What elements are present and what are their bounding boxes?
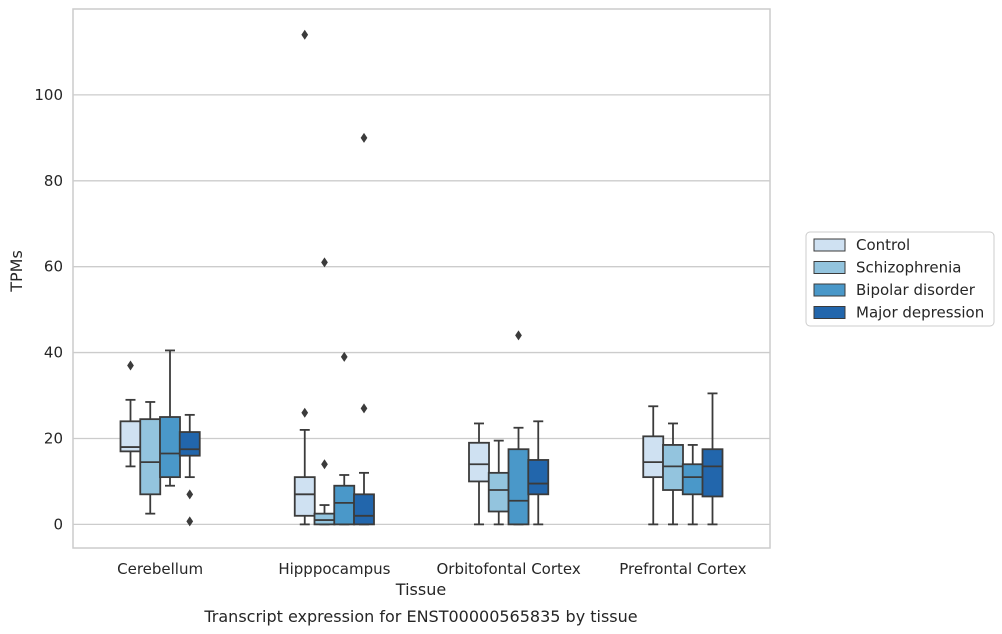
legend-label: Schizophrenia: [856, 259, 961, 277]
series-group: [119, 29, 665, 526]
box-1: [313, 257, 336, 526]
outlier-point: [186, 489, 194, 500]
legend-label: Bipolar disorder: [856, 281, 976, 299]
box-iqr: [487, 471, 510, 513]
legend-swatch: [813, 261, 846, 274]
box-3: [681, 444, 704, 526]
box-0: [119, 360, 142, 468]
box-2: [487, 439, 510, 526]
plot-frame: [72, 8, 771, 549]
box-3: [642, 405, 665, 526]
box-iqr: [507, 448, 530, 526]
legend-label: Major depression: [856, 304, 984, 322]
outlier-point: [360, 403, 368, 414]
x-tick-label: Hipppocampus: [278, 560, 390, 578]
y-tick-label: 40: [44, 344, 63, 362]
box-2: [527, 420, 550, 526]
box-iqr: [313, 512, 336, 526]
box-iqr: [293, 476, 316, 517]
legend-label: Control: [856, 236, 910, 254]
box-groups: [119, 29, 724, 527]
box-iqr: [178, 431, 201, 457]
box-0: [178, 413, 201, 527]
y-tick-label: 80: [44, 172, 63, 190]
box-2: [468, 422, 490, 526]
outlier-point: [127, 360, 134, 371]
x-tick-label: Orbitofontal Cortex: [437, 560, 581, 578]
legend-swatch: [813, 283, 846, 297]
y-tick-labels: 0 20 40 60 80 100: [34, 86, 63, 533]
box-iqr: [662, 444, 684, 491]
box-iqr: [353, 493, 375, 526]
outlier-point: [301, 407, 309, 418]
legend-frame: [805, 231, 995, 327]
outlier-point: [186, 516, 194, 527]
legend-swatch: [813, 238, 846, 252]
x-axis-title: Tissue: [395, 580, 446, 599]
x-tick-label: Prefrontal Cortex: [619, 560, 746, 578]
outlier-point: [340, 351, 348, 362]
box-iqr: [681, 463, 704, 496]
box-iqr: [159, 416, 181, 479]
series-group: [139, 257, 684, 526]
y-axis-title: TPMs: [7, 250, 26, 293]
y-tick-label: 60: [44, 258, 63, 276]
outlier-point: [301, 29, 309, 40]
y-tick-label: 100: [34, 86, 63, 104]
box-iqr: [642, 435, 665, 479]
y-tick-label: 20: [44, 429, 63, 447]
box-iqr: [527, 459, 550, 496]
outlier-point: [515, 330, 522, 341]
y-tick-label: 0: [53, 515, 63, 533]
chart-caption: Transcript expression for ENST0000056583…: [203, 607, 637, 626]
box-iqr: [139, 418, 162, 496]
box-iqr: [468, 441, 490, 483]
box-3: [701, 392, 724, 526]
legend-swatch: [813, 306, 846, 319]
box-iqr: [333, 484, 356, 526]
box-1: [293, 29, 316, 526]
box-0: [159, 349, 181, 487]
x-tick-label: Cerebellum: [117, 560, 203, 578]
box-iqr: [701, 448, 724, 498]
legend: Control Schizophrenia Bipolar disorder Majo…: [805, 231, 995, 327]
outlier-point: [321, 257, 328, 268]
x-tick-labels: Cerebellum Hipppocampus Orbitofontal Corte…: [117, 560, 746, 578]
box-1: [353, 132, 375, 526]
outlier-point: [321, 459, 328, 470]
series-group: [178, 132, 724, 527]
outlier-point: [360, 132, 368, 143]
series-group: [159, 330, 704, 526]
box-2: [507, 330, 530, 526]
